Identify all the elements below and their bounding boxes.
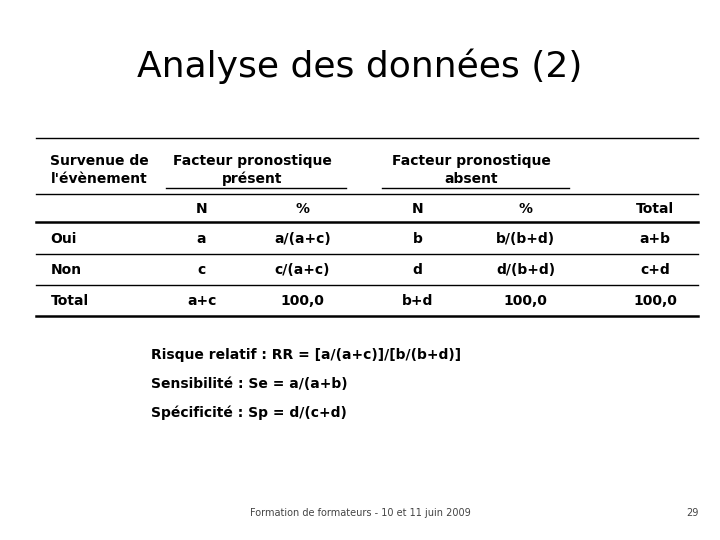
Text: 100,0: 100,0	[281, 294, 324, 308]
Text: b+d: b+d	[402, 294, 433, 308]
Text: d/(b+d): d/(b+d)	[496, 263, 555, 277]
Text: Sensibilité : Se = a/(a+b): Sensibilité : Se = a/(a+b)	[151, 377, 348, 391]
Text: b: b	[413, 232, 423, 246]
Text: c/(a+c): c/(a+c)	[274, 263, 330, 277]
Text: 29: 29	[686, 508, 698, 518]
Text: Risque relatif : RR = [a/(a+c)]/[b/(b+d)]: Risque relatif : RR = [a/(a+c)]/[b/(b+d)…	[151, 348, 462, 362]
Text: a+b: a+b	[639, 232, 671, 246]
Text: c+d: c+d	[640, 263, 670, 277]
Text: b/(b+d): b/(b+d)	[496, 232, 555, 246]
Text: 100,0: 100,0	[634, 294, 677, 308]
Text: %: %	[518, 202, 533, 216]
Text: Spécificité : Sp = d/(c+d): Spécificité : Sp = d/(c+d)	[151, 406, 347, 420]
Text: présent: présent	[222, 172, 282, 186]
Text: a: a	[197, 232, 207, 246]
Text: l'évènement: l'évènement	[50, 172, 147, 186]
Text: a/(a+c): a/(a+c)	[274, 232, 330, 246]
Text: Non: Non	[50, 263, 81, 277]
Text: Formation de formateurs - 10 et 11 juin 2009: Formation de formateurs - 10 et 11 juin …	[250, 508, 470, 518]
Text: Facteur pronostique: Facteur pronostique	[392, 154, 551, 168]
Text: %: %	[295, 202, 310, 216]
Text: Total: Total	[636, 202, 674, 216]
Text: Facteur pronostique: Facteur pronostique	[173, 154, 331, 168]
Text: Oui: Oui	[50, 232, 77, 246]
Text: N: N	[412, 202, 423, 216]
Text: c: c	[197, 263, 206, 277]
Text: N: N	[196, 202, 207, 216]
Text: Total: Total	[50, 294, 89, 308]
Text: 100,0: 100,0	[504, 294, 547, 308]
Text: Survenue de: Survenue de	[50, 154, 149, 168]
Text: Analyse des données (2): Analyse des données (2)	[138, 49, 582, 84]
Text: a+c: a+c	[187, 294, 216, 308]
Text: d: d	[413, 263, 423, 277]
Text: absent: absent	[445, 172, 498, 186]
